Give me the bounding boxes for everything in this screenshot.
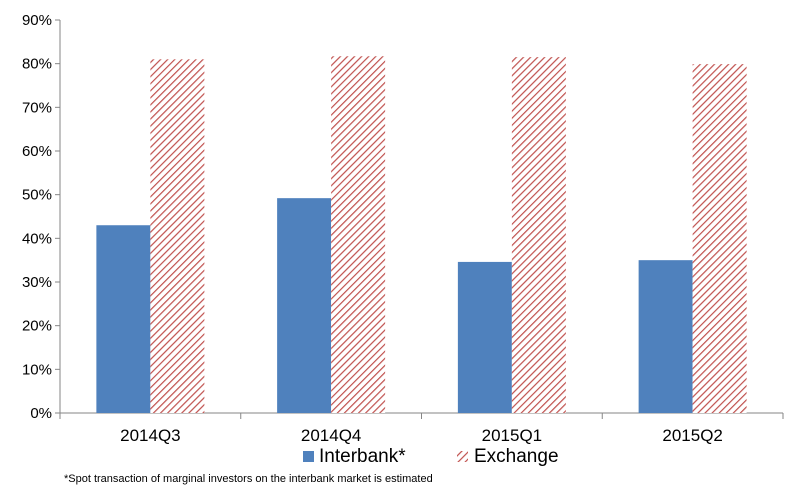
legend-label-interbank: Interbank*: [319, 446, 406, 467]
bar-interbank: [638, 260, 693, 413]
y-tick-label: 80%: [22, 56, 52, 73]
y-tick-label: 10%: [22, 361, 52, 378]
y-tick-label: 50%: [22, 187, 52, 204]
x-tick-label: 2014Q4: [301, 426, 362, 445]
bar-interbank: [457, 261, 512, 413]
x-axis: 2014Q3 2014Q4 2015Q1 2015Q2: [59, 412, 784, 445]
bar-exchange: [331, 56, 386, 413]
bars: [96, 56, 747, 414]
legend-swatch-exchange: [457, 451, 468, 462]
y-tick-label: 20%: [22, 318, 52, 335]
bar-exchange: [692, 64, 747, 413]
x-tick-label: 2014Q3: [120, 426, 181, 445]
bar-exchange: [511, 57, 566, 413]
legend-label-exchange: Exchange: [474, 446, 559, 467]
y-tick-label: 70%: [22, 99, 52, 116]
legend-swatch-interbank: [303, 451, 314, 462]
y-tick-label: 90%: [22, 12, 52, 29]
bar-interbank: [277, 198, 332, 413]
y-tick-label: 60%: [22, 143, 52, 160]
y-axis: 0% 10% 20% 30% 40% 50% 60% 70% 80% 90%: [22, 12, 61, 422]
y-tick-label: 0%: [30, 405, 52, 422]
bar-exchange: [150, 59, 205, 414]
footnote: *Spot transaction of marginal investors …: [64, 473, 433, 485]
x-tick-label: 2015Q2: [662, 426, 723, 445]
x-tick-label: 2015Q1: [482, 426, 543, 445]
y-tick-label: 40%: [22, 230, 52, 247]
y-tick-label: 30%: [22, 274, 52, 291]
bar-interbank: [96, 225, 151, 413]
legend: Interbank* Exchange: [303, 446, 559, 467]
